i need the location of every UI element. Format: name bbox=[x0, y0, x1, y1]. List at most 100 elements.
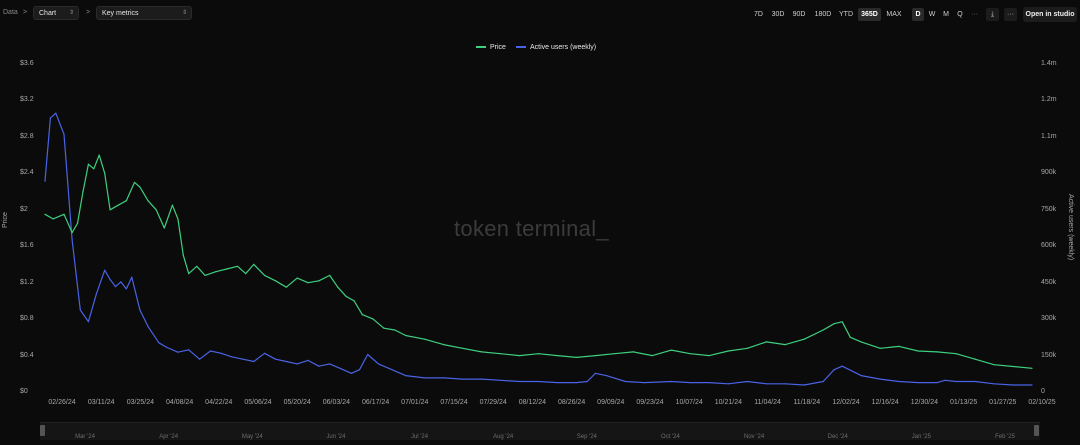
data-point-active-users bbox=[49, 117, 52, 119]
data-point-active-users bbox=[833, 369, 835, 371]
legend-item-users[interactable]: Active users (weekly) bbox=[516, 44, 596, 51]
data-point-active-users bbox=[318, 365, 320, 367]
y-right-tick-label: 900k bbox=[1041, 169, 1057, 177]
data-point-price bbox=[204, 274, 206, 276]
data-point-active-users bbox=[1012, 384, 1014, 386]
scrubber-tick-label: Sep '24 bbox=[576, 434, 597, 440]
data-point-price bbox=[236, 265, 239, 267]
breadcrumb-root[interactable]: Data bbox=[3, 9, 18, 16]
data-point-active-users bbox=[44, 180, 46, 182]
data-point-price bbox=[993, 364, 995, 366]
chevron-updown-icon: ⇕ bbox=[181, 10, 187, 16]
x-tick-label: 07/29/24 bbox=[479, 399, 507, 406]
data-point-price bbox=[727, 350, 729, 352]
x-tick-label: 02/26/24 bbox=[48, 399, 76, 406]
y-left-tick-label: $3.2 bbox=[20, 96, 34, 104]
range-ytd[interactable]: YTD bbox=[839, 11, 853, 18]
top-toolbar: Data > Chart ⇕ > Key metrics ⇕ 7D 30D 90… bbox=[0, 0, 1080, 30]
data-point-active-users bbox=[95, 293, 98, 295]
legend-label-price: Price bbox=[490, 44, 506, 51]
data-point-price bbox=[274, 280, 277, 282]
data-point-price bbox=[353, 300, 355, 302]
series-line-price bbox=[44, 154, 1033, 369]
chart-type-select[interactable]: Chart ⇕ bbox=[33, 6, 79, 20]
scrubber-tick-label: Dec '24 bbox=[827, 434, 848, 440]
x-tick-label: 12/30/24 bbox=[910, 399, 939, 406]
data-point-price bbox=[879, 347, 881, 349]
y-left-tick-label: $2.4 bbox=[20, 169, 34, 177]
scrubber-tick-label: Nov '24 bbox=[744, 434, 765, 440]
legend-item-price[interactable]: Price bbox=[476, 44, 506, 51]
x-tick-label: 12/16/24 bbox=[871, 399, 899, 406]
granularity-quarter[interactable]: Q bbox=[957, 11, 963, 18]
x-tick-label: 10/07/24 bbox=[675, 399, 703, 406]
y-left-tick-label: $1.6 bbox=[20, 242, 34, 250]
x-tick-label: 12/02/24 bbox=[832, 399, 860, 406]
scrubber-handle-left[interactable] bbox=[40, 425, 45, 436]
x-tick-label: 07/15/24 bbox=[440, 399, 468, 406]
data-point-price bbox=[82, 191, 84, 193]
scrubber-handle-right[interactable] bbox=[1034, 425, 1039, 436]
data-point-price bbox=[253, 263, 255, 265]
range-90d[interactable]: 90D bbox=[792, 11, 806, 18]
scrubber-tick-label: Jun '24 bbox=[326, 434, 346, 440]
overflow-menu-icon[interactable]: ··· bbox=[1004, 8, 1017, 21]
data-point-active-users bbox=[125, 288, 127, 290]
x-tick-label: 10/21/24 bbox=[714, 399, 743, 406]
granularity-week[interactable]: W bbox=[928, 11, 936, 18]
data-point-price bbox=[117, 204, 119, 206]
download-icon[interactable]: ⤓ bbox=[986, 8, 999, 21]
granularity-day[interactable]: D bbox=[912, 8, 924, 21]
data-point-active-users bbox=[242, 358, 244, 360]
data-point-active-users bbox=[974, 380, 976, 383]
data-point-active-users bbox=[71, 239, 73, 241]
data-point-price bbox=[833, 323, 835, 325]
open-in-studio-button[interactable]: Open in studio bbox=[1023, 7, 1077, 22]
data-point-price bbox=[670, 349, 673, 351]
data-point-active-users bbox=[104, 269, 106, 271]
data-point-active-users bbox=[55, 112, 57, 114]
x-tick-label: 09/09/24 bbox=[597, 399, 625, 406]
range-max[interactable]: MAX bbox=[886, 11, 902, 18]
data-point-price bbox=[613, 353, 616, 355]
data-point-price bbox=[163, 227, 165, 229]
y-right-tick-label: 750k bbox=[1041, 205, 1057, 213]
data-point-price bbox=[481, 351, 483, 353]
legend-label-users: Active users (weekly) bbox=[530, 44, 597, 51]
scrubber-tick-label: Feb '25 bbox=[995, 434, 1015, 440]
data-point-price bbox=[841, 321, 843, 323]
data-point-price bbox=[109, 209, 111, 211]
data-point-price bbox=[329, 274, 331, 276]
data-point-price bbox=[849, 336, 851, 338]
data-point-active-users bbox=[993, 383, 995, 385]
x-tick-label: 04/22/24 bbox=[205, 399, 233, 406]
data-point-active-users bbox=[388, 368, 390, 370]
range-7d[interactable]: 7D bbox=[754, 11, 763, 18]
data-point-active-users bbox=[177, 351, 179, 353]
data-point-active-users bbox=[518, 380, 521, 383]
scrubber-tick-label: May '24 bbox=[241, 434, 263, 440]
range-scrubber[interactable] bbox=[40, 422, 1040, 440]
data-point-price bbox=[708, 355, 710, 357]
x-tick-label: 08/26/24 bbox=[557, 399, 586, 406]
range-30d[interactable]: 30D bbox=[771, 11, 785, 18]
scrubber-tick-label: Jan '25 bbox=[911, 434, 931, 440]
legend-swatch-price bbox=[476, 46, 486, 49]
data-point-price bbox=[556, 355, 559, 357]
data-point-active-users bbox=[462, 378, 464, 380]
watermark-logo: token terminal_ bbox=[454, 216, 609, 241]
y-left-tick-label: $0.4 bbox=[20, 351, 34, 359]
granularity-month[interactable]: M bbox=[943, 11, 949, 18]
data-point-active-users bbox=[784, 383, 786, 385]
data-point-active-users bbox=[285, 360, 287, 363]
scrubber-tick-label: Mar '24 bbox=[75, 434, 95, 440]
data-point-active-users bbox=[79, 309, 81, 311]
data-point-active-users bbox=[727, 383, 729, 385]
metric-select[interactable]: Key metrics ⇕ bbox=[96, 6, 192, 20]
metric-label: Key metrics bbox=[102, 10, 139, 17]
range-180d[interactable]: 180D bbox=[814, 11, 832, 18]
more-options[interactable]: ··· bbox=[971, 11, 978, 18]
data-point-active-users bbox=[367, 353, 369, 356]
range-365d[interactable]: 365D bbox=[858, 8, 881, 21]
data-point-price bbox=[125, 200, 127, 202]
